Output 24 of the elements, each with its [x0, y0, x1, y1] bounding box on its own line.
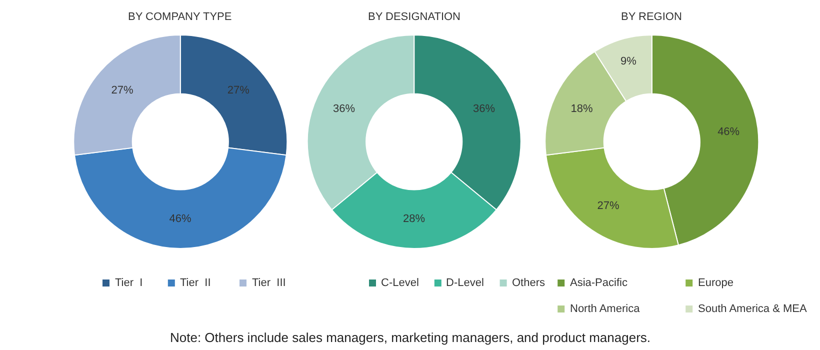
data-label: 27%: [111, 84, 134, 97]
chart-title: BY REGION: [621, 11, 682, 23]
chart-title: BY DESIGNATION: [368, 11, 461, 23]
data-label: 27%: [597, 200, 620, 212]
data-label: 27%: [227, 84, 250, 97]
legend-label: Tier II: [180, 277, 211, 289]
text: Note: Others include sales managers, marketing managers, and product managers.: [170, 330, 651, 345]
data-label: 36%: [332, 102, 356, 115]
legend-label: Tier III: [252, 277, 286, 289]
data-label: 46%: [718, 126, 740, 138]
data-label: 46%: [169, 213, 192, 226]
legend-label: C-Level: [381, 277, 419, 289]
legend-label: Europe: [698, 277, 734, 289]
data-label: 9%: [620, 56, 637, 68]
legend-label: South America & MEA: [698, 303, 808, 315]
legend-label: Tier I: [115, 277, 143, 289]
chart-title: BY COMPANY TYPE: [128, 11, 232, 23]
legend-label: Asia-Pacific: [570, 277, 628, 289]
data-label: 28%: [402, 213, 426, 226]
legend-label: North America: [570, 303, 641, 315]
legend-label: Others: [512, 277, 546, 289]
legend-label: D-Level: [446, 277, 484, 289]
data-label: 18%: [570, 102, 593, 115]
data-label: 36%: [473, 102, 496, 115]
